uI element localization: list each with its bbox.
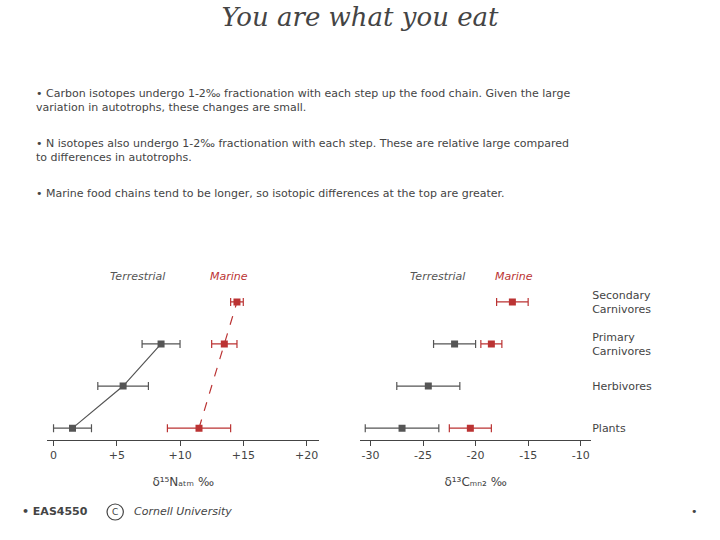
svg-text:Marine: Marine <box>495 270 533 283</box>
svg-text:Marine: Marine <box>210 270 248 283</box>
svg-text:• N isotopes also undergo 1-2‰: • N isotopes also undergo 1-2‰ fractiona… <box>36 137 569 164</box>
svg-text:• EAS4550: • EAS4550 <box>22 505 88 518</box>
svg-text:+15: +15 <box>232 449 255 462</box>
svg-text:• Carbon isotopes undergo 1-2‰: • Carbon isotopes undergo 1-2‰ fractiona… <box>36 87 570 114</box>
svg-text:-20: -20 <box>467 449 485 462</box>
svg-text:-10: -10 <box>572 449 590 462</box>
svg-text:PrimaryCarnivores: PrimaryCarnivores <box>592 331 651 358</box>
svg-text:-30: -30 <box>362 449 380 462</box>
svg-text:δ¹³Cₘₙ₂ ‰: δ¹³Cₘₙ₂ ‰ <box>444 475 506 489</box>
svg-text:+5: +5 <box>109 449 125 462</box>
svg-text:C: C <box>112 507 118 517</box>
svg-text:Herbivores: Herbivores <box>592 380 652 393</box>
svg-text:Cornell University: Cornell University <box>134 505 232 518</box>
svg-text:δ¹⁵Nₐₜₘ ‰: δ¹⁵Nₐₜₘ ‰ <box>152 475 214 489</box>
svg-text:•: • <box>691 505 698 518</box>
svg-text:-15: -15 <box>519 449 537 462</box>
svg-text:Terrestrial: Terrestrial <box>410 270 465 283</box>
svg-text:-25: -25 <box>414 449 432 462</box>
svg-text:SecondaryCarnivores: SecondaryCarnivores <box>592 289 651 316</box>
svg-text:Terrestrial: Terrestrial <box>110 270 165 283</box>
svg-text:• Marine food chains tend to b: • Marine food chains tend to be longer, … <box>36 187 505 200</box>
svg-text:0: 0 <box>50 449 57 462</box>
svg-text:Plants: Plants <box>592 422 626 435</box>
svg-text:You are what you eat: You are what you eat <box>221 2 499 32</box>
svg-text:+20: +20 <box>295 449 318 462</box>
svg-text:+10: +10 <box>168 449 191 462</box>
